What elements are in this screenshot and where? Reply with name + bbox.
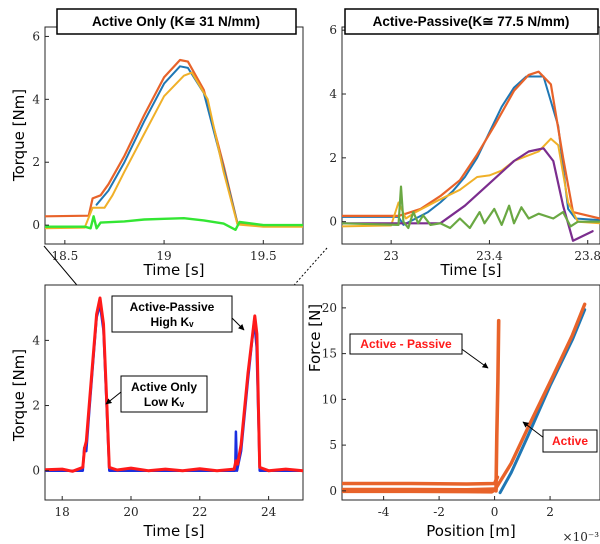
y-tick-label: 4 [32,333,40,347]
series-line-br-0 [498,308,587,495]
x-axis-label-tl: Time [s] [143,261,205,279]
title-box-tl [56,8,297,35]
series-group-tr [342,70,600,242]
y-tick-label: 2 [32,399,40,413]
y-tick-label: 0 [32,218,40,232]
y-tick-label: 6 [32,29,40,43]
series-line-bl-1 [45,296,303,473]
series-line-tl-2 [45,71,303,230]
x-tick-label: 19.5 [250,249,277,263]
x-tick-label: 20 [123,505,138,519]
x-tick-label: -2 [433,505,445,519]
annotation-box [542,429,598,453]
x-axis-multiplier: ×10⁻³ [563,530,600,544]
annotation-active-only-low: Active Only Low Kᵥ [105,375,208,413]
series-line-tr-4 [342,185,600,230]
y-tick-label: 15 [322,347,337,361]
ticks-group-tl: 18.5 19 19.5 0 2 4 6 [32,29,276,263]
series-line-tr-3 [342,147,594,242]
y-axis-label-tl: Torque [Nm] [10,89,28,182]
annotation-active-passive: Active - Passive [349,333,489,369]
annotation-text: Active - Passive [360,337,452,351]
x-tick-label: 18.5 [51,249,78,263]
annotation-arrow [105,391,122,405]
y-tick-label: 0 [32,464,40,478]
y-tick-label: 4 [329,87,337,101]
x-axis-label-br: Position [m] [426,522,516,540]
x-tick-label: 24 [261,505,277,519]
annotation-active: Active [522,421,598,453]
annotation-box [111,295,233,333]
x-tick-label: -4 [378,505,390,519]
annotation-box [120,375,208,413]
series-line-br-1 [494,302,587,490]
chart-title-tl: Active Only (K≅ 31 N/mm) [92,14,260,29]
y-tick-label: 6 [329,23,337,37]
y-tick-label: 5 [329,438,337,452]
plot-frame-tl [44,26,304,245]
series-line-tl-3 [45,215,303,231]
x-tick-label: 23.4 [476,249,503,263]
y-tick-label: 0 [329,215,337,229]
x-tick-label: 23 [384,249,399,263]
x-tick-label: 22 [192,505,207,519]
series-line-tr-2 [342,137,600,228]
x-axis-label-bl: Time [s] [143,522,205,540]
title-box-tr [344,8,599,35]
annotation-arrow [231,317,245,331]
annotation-active-passive-high: Active-Passive High Kᵥ [111,295,245,333]
series-group-br [342,302,587,495]
y-axis-label-br: Force [N] [306,304,324,372]
x-tick-label: 23.8 [574,249,600,263]
chart-title-tr: Active-Passive(K≅ 77.5 N/mm) [373,14,570,29]
annotation-box [349,333,463,355]
series-line-br-4 [342,487,498,494]
x-tick-label: 19 [156,249,171,263]
series-group-bl [45,296,303,473]
plot-frame-tr [341,26,600,245]
plot-frame-br [341,284,600,501]
x-axis-label-tr: Time [s] [440,261,502,279]
y-tick-label: 2 [32,155,40,169]
series-group-tl [45,58,303,231]
panel-active-passive: 23 23.4 23.8 0 2 4 6 Active-Passive(K≅ 77.5 N/… [329,8,600,279]
annotation-line-1: Active-Passive [130,300,215,314]
annotation-line-1: Active Only [131,380,197,394]
y-tick-label: 4 [32,92,40,106]
y-tick-label: 20 [322,301,337,315]
y-tick-label: 10 [322,392,337,406]
series-line-tr-1 [342,70,600,220]
annotation-arrow [522,421,545,439]
x-tick-label: 2 [546,505,554,519]
annotation-line-2: Low Kᵥ [144,395,185,409]
y-tick-label: 0 [329,484,337,498]
y-tick-label: 2 [329,151,337,165]
ticks-group-tr: 23 23.4 23.8 0 2 4 6 [329,23,600,263]
annotation-line-2: High Kᵥ [150,315,194,329]
x-tick-label: 0 [491,505,499,519]
annotation-text: Active [552,434,588,448]
x-tick-label: 18 [55,505,70,519]
series-line-br-5 [494,318,501,493]
y-axis-label-bl: Torque [Nm] [10,349,28,442]
